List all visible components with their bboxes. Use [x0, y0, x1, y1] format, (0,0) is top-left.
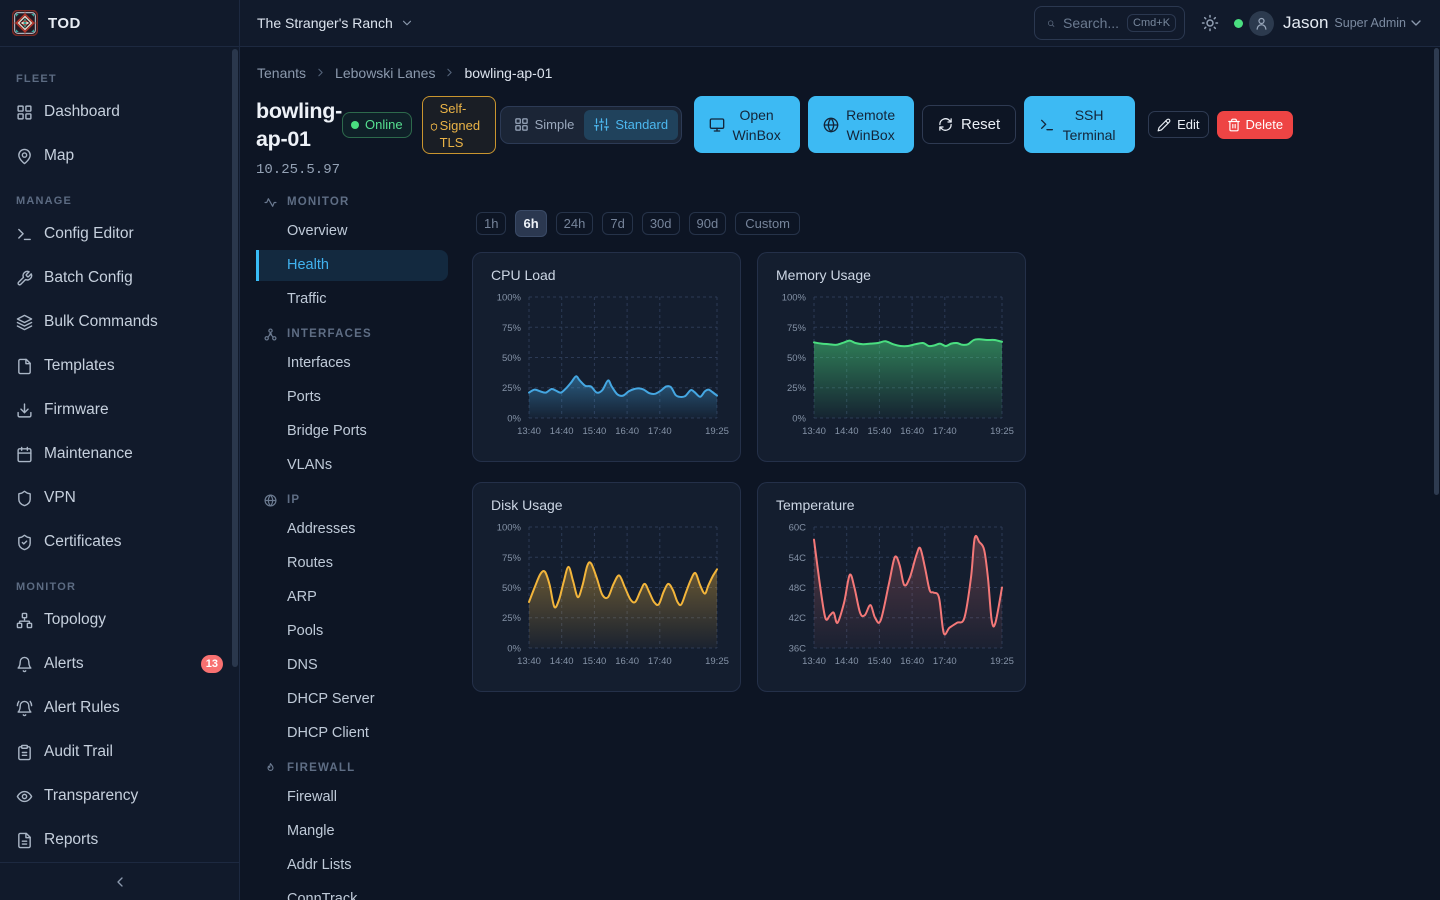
svg-text:13:40: 13:40 [517, 426, 541, 437]
svg-text:14:40: 14:40 [835, 426, 859, 437]
svg-text:16:40: 16:40 [900, 426, 924, 437]
svg-text:16:40: 16:40 [615, 426, 639, 437]
svg-text:50%: 50% [502, 353, 522, 364]
svg-text:0%: 0% [792, 414, 806, 425]
svg-text:16:40: 16:40 [615, 656, 639, 667]
svg-text:36C: 36C [789, 644, 807, 655]
svg-text:48C: 48C [789, 583, 807, 594]
svg-text:14:40: 14:40 [550, 656, 574, 667]
svg-text:14:40: 14:40 [835, 656, 859, 667]
svg-text:19:25: 19:25 [705, 656, 729, 667]
svg-text:25%: 25% [502, 613, 522, 624]
svg-text:50%: 50% [502, 583, 522, 594]
svg-text:13:40: 13:40 [802, 426, 826, 437]
svg-text:0%: 0% [507, 414, 521, 425]
svg-text:100%: 100% [497, 523, 522, 534]
svg-text:42C: 42C [789, 613, 807, 624]
svg-text:50%: 50% [787, 353, 807, 364]
svg-text:15:40: 15:40 [868, 426, 892, 437]
svg-text:0%: 0% [507, 644, 521, 655]
svg-text:14:40: 14:40 [550, 426, 574, 437]
svg-text:75%: 75% [787, 323, 807, 334]
svg-text:17:40: 17:40 [933, 656, 957, 667]
svg-text:60C: 60C [789, 523, 807, 534]
svg-text:15:40: 15:40 [583, 656, 607, 667]
svg-text:13:40: 13:40 [802, 656, 826, 667]
svg-text:75%: 75% [502, 323, 522, 334]
svg-text:17:40: 17:40 [648, 656, 672, 667]
svg-text:19:25: 19:25 [705, 426, 729, 437]
svg-text:19:25: 19:25 [990, 426, 1014, 437]
svg-text:100%: 100% [782, 293, 807, 304]
svg-text:15:40: 15:40 [868, 656, 892, 667]
svg-text:25%: 25% [502, 383, 522, 394]
svg-text:75%: 75% [502, 553, 522, 564]
svg-text:19:25: 19:25 [990, 656, 1014, 667]
svg-text:17:40: 17:40 [648, 426, 672, 437]
svg-text:100%: 100% [497, 293, 522, 304]
svg-text:17:40: 17:40 [933, 426, 957, 437]
svg-text:13:40: 13:40 [517, 656, 541, 667]
svg-text:54C: 54C [789, 553, 807, 564]
svg-text:16:40: 16:40 [900, 656, 924, 667]
svg-text:15:40: 15:40 [583, 426, 607, 437]
svg-text:25%: 25% [787, 383, 807, 394]
